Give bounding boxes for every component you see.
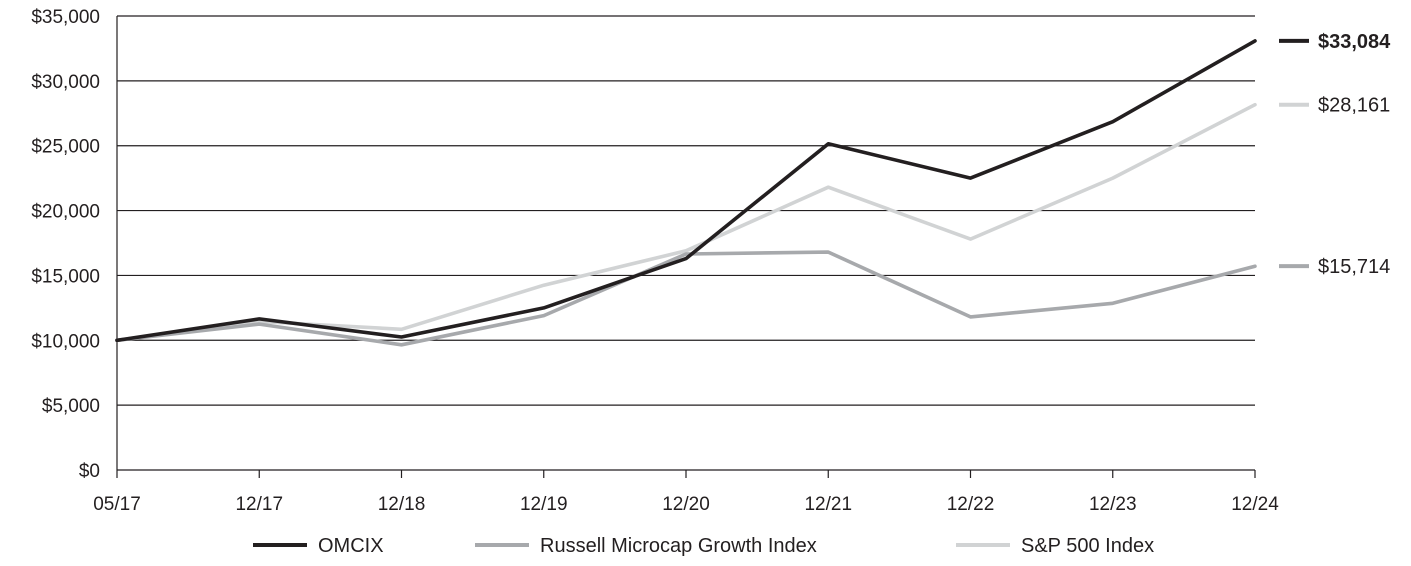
series-line-russell-microcap-growth-index (115, 250, 1257, 347)
y-tick-label: $25,000 (31, 137, 100, 158)
end-value-label-omcix: $33,084 (1318, 31, 1391, 53)
end-value-label-russell-microcap-growth-index: $15,714 (1318, 256, 1390, 278)
end-value-label-s-p-500-index: $28,161 (1318, 95, 1390, 117)
legend-label-omcix: OMCIX (318, 535, 384, 557)
y-tick-label: $20,000 (31, 202, 100, 223)
x-tick-label: 12/17 (235, 494, 283, 515)
series-line-omcix (115, 39, 1257, 343)
x-tick-label: 12/21 (804, 494, 852, 515)
series-lines (115, 39, 1257, 347)
end-labels: $33,084 $15,714 $28,161 (1279, 31, 1391, 278)
y-tick-label: $10,000 (31, 331, 100, 352)
y-tick-label: $0 (79, 461, 100, 482)
x-tick-label: 12/20 (662, 494, 710, 515)
legend-label-russell-microcap-growth-index: Russell Microcap Growth Index (540, 535, 817, 557)
legend: OMCIX Russell Microcap Growth Index S&P 50… (253, 535, 1154, 557)
gridlines (117, 15, 1255, 406)
x-tick-label: 12/19 (520, 494, 568, 515)
x-tick-label: 12/23 (1089, 494, 1137, 515)
y-axis: $0 $5,000 $10,000 $15,000 $20,000 $25,000 $30,… (31, 7, 100, 482)
x-tick-label: 12/24 (1231, 494, 1279, 515)
x-tick-label: 05/17 (93, 494, 141, 515)
x-axis: 05/17 12/17 12/18 12/19 12/20 12/21 12/22 12/23… (93, 16, 1279, 515)
x-tick-label: 12/22 (947, 494, 995, 515)
x-tick-label: 12/18 (378, 494, 426, 515)
y-tick-label: $35,000 (31, 7, 100, 28)
legend-label-s-p-500-index: S&P 500 Index (1021, 535, 1154, 557)
y-tick-label: $15,000 (31, 266, 100, 287)
y-tick-label: $5,000 (42, 396, 100, 417)
y-tick-label: $30,000 (31, 72, 100, 93)
